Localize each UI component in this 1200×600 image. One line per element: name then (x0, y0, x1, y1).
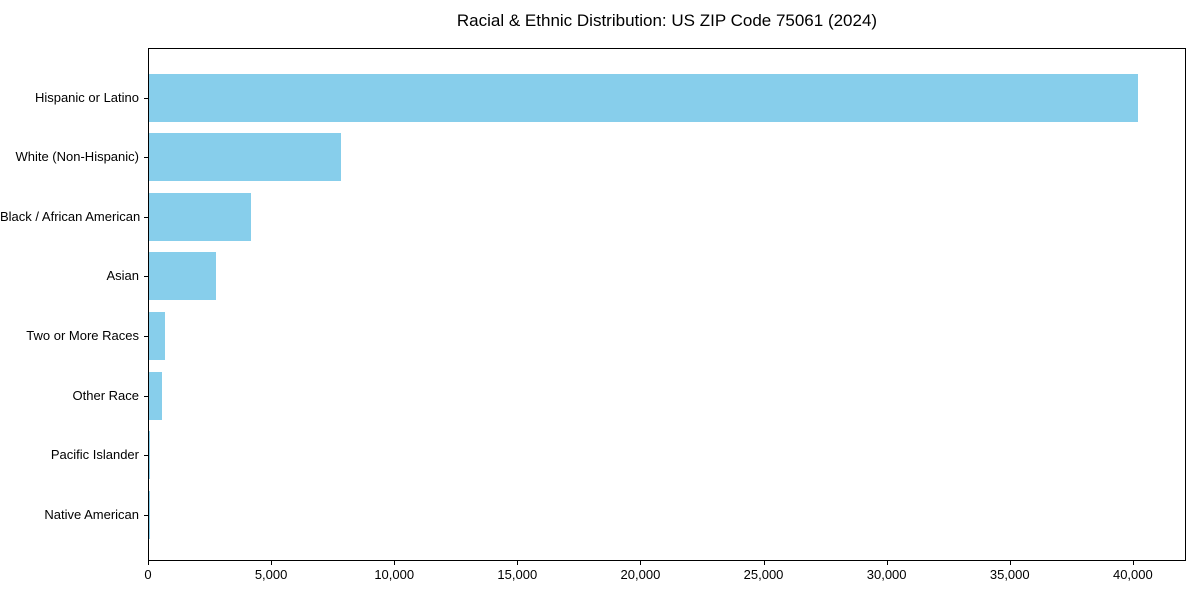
x-axis-tick (148, 561, 149, 565)
y-tick-label-other-race: Other Race (72, 387, 139, 403)
x-tick-label-25000: 25,000 (743, 567, 784, 582)
y-tick-label-white-non-hispanic: White (Non-Hispanic) (15, 149, 139, 165)
y-axis-tick (144, 514, 148, 516)
bar-other-race (149, 371, 162, 420)
x-axis-tick (517, 561, 519, 565)
chart-title: Racial & Ethnic Distribution: US ZIP Cod… (456, 11, 878, 30)
y-axis-tick (144, 395, 148, 397)
y-axis-tick (144, 276, 148, 278)
bar-asian (149, 252, 217, 301)
x-axis-tick (271, 561, 273, 565)
plot-area (148, 48, 1186, 561)
y-tick-label-native-american: Native American (44, 506, 139, 522)
y-axis-tick (144, 216, 148, 218)
x-tick-label-35000: 35,000 (989, 567, 1030, 582)
y-tick-label-hispanic-or-latino: Hispanic or Latino (34, 89, 139, 105)
x-axis-tick (1009, 561, 1011, 565)
bar-white-non-hispanic (149, 133, 341, 182)
x-axis-tick (763, 561, 765, 565)
bar-black-african-american (149, 192, 252, 241)
x-tick-label-15000: 15,000 (497, 567, 538, 582)
y-tick-label-asian: Asian (106, 268, 139, 284)
bar-two-or-more-races (149, 311, 165, 360)
y-axis-tick (144, 335, 148, 337)
x-axis-tick (394, 561, 396, 565)
x-tick-label-30000: 30,000 (866, 567, 907, 582)
x-axis-tick (1132, 561, 1134, 565)
y-axis-tick (144, 157, 148, 159)
y-axis-tick (144, 455, 148, 457)
bar-pacific-islander (149, 431, 150, 480)
x-tick-label-20000: 20,000 (620, 567, 661, 582)
y-axis-tick (144, 97, 148, 99)
x-axis-tick (640, 561, 642, 565)
bar-hispanic-or-latino (149, 73, 1138, 122)
y-tick-label-two-or-more-races: Two or More Races (26, 327, 139, 343)
x-axis-tick (886, 561, 888, 565)
y-tick-label-pacific-islander: Pacific Islander (50, 447, 139, 463)
x-tick-label-40000: 40,000 (1112, 567, 1153, 582)
x-tick-label-10000: 10,000 (374, 567, 415, 582)
x-tick-label-5000: 5,000 (254, 567, 288, 582)
y-tick-label-black-african-american: Black / African American (0, 208, 141, 224)
x-tick-label-0: 0 (144, 567, 152, 582)
